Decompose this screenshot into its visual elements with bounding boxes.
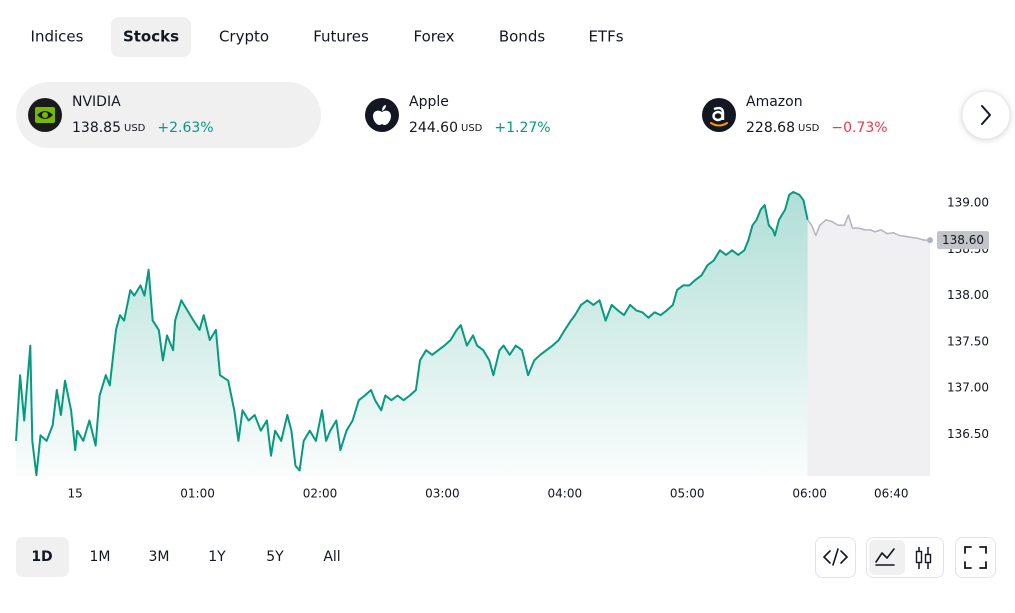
amazon-logo-smile xyxy=(710,122,728,127)
x-tick-label: 02:00 xyxy=(303,487,338,501)
ticker-card[interactable]: Amazon 228.68 USD −0.73% xyxy=(702,94,888,136)
range-selected-bg xyxy=(16,537,69,577)
candle-style-button[interactable] xyxy=(915,547,932,569)
range-button[interactable]: 1Y xyxy=(208,549,226,565)
tab[interactable]: ETFs xyxy=(588,28,623,46)
tab[interactable]: Forex xyxy=(414,28,455,46)
ticker-currency: USD xyxy=(124,123,146,134)
tab-label: Bonds xyxy=(499,28,545,46)
y-tick-label: 137.50 xyxy=(947,334,989,348)
ticker-price: 138.85 xyxy=(72,120,121,136)
area-fill xyxy=(16,192,808,476)
amazon-logo-stem xyxy=(713,106,725,120)
ticker-change: +1.27% xyxy=(494,120,550,136)
tab[interactable]: Stocks xyxy=(111,17,191,57)
ticker-change: −0.73% xyxy=(831,120,887,136)
ticker-card[interactable]: Apple 244.60 USD +1.27% xyxy=(365,94,551,136)
tab-selected-bg xyxy=(111,17,191,57)
x-tick-label: 03:00 xyxy=(425,487,460,501)
ticker-card-bg xyxy=(16,82,321,148)
next-button[interactable] xyxy=(961,90,1011,140)
tab[interactable]: Crypto xyxy=(219,28,269,46)
ticker-name: NVIDIA xyxy=(72,94,121,110)
y-tick-label: 137.00 xyxy=(947,381,989,395)
tab-label: ETFs xyxy=(588,28,623,46)
ticker-quote: 228.68 USD −0.73% xyxy=(746,120,888,136)
range-label: 5Y xyxy=(266,549,284,565)
y-tick-label: 136.50 xyxy=(947,427,989,441)
apple-logo-leaf xyxy=(382,105,386,111)
ticker-quote: 244.60 USD +1.27% xyxy=(409,120,551,136)
tab[interactable]: Futures xyxy=(313,28,369,46)
ticker-currency: USD xyxy=(461,123,483,134)
tab[interactable]: Bonds xyxy=(499,28,545,46)
range-label: All xyxy=(323,549,340,565)
ticker-card[interactable]: NVIDIA 138.85 USD +2.63% xyxy=(16,82,321,148)
range-button[interactable]: 1M xyxy=(90,549,111,565)
ticker-price: 244.60 xyxy=(409,120,458,136)
range-button[interactable]: 1D xyxy=(16,537,69,577)
x-tick-label: 06:00 xyxy=(792,487,827,501)
y-tick-label: 138.00 xyxy=(947,288,989,302)
range-button[interactable]: 5Y xyxy=(266,549,284,565)
x-tick-label: 01:00 xyxy=(180,487,215,501)
x-tick-label: 04:00 xyxy=(548,487,583,501)
amazon-logo xyxy=(702,98,736,132)
market-closed-icon xyxy=(813,97,818,107)
range-button[interactable]: All xyxy=(323,549,340,565)
tab-label: Futures xyxy=(313,28,369,46)
tab-label: Indices xyxy=(31,28,84,46)
price-line xyxy=(806,214,930,241)
price-line xyxy=(15,191,809,477)
market-closed-icon xyxy=(459,97,464,107)
last-price-dot xyxy=(927,237,933,244)
range-label: 1D xyxy=(31,549,52,565)
nvidia-logo-pupil xyxy=(42,112,48,118)
ticker-quote: 138.85 USD +2.63% xyxy=(72,120,214,136)
line-style-button[interactable] xyxy=(869,540,905,575)
x-tick-label: 15 xyxy=(68,487,83,501)
price-chart xyxy=(15,191,930,477)
range-label: 1Y xyxy=(208,549,226,565)
x-tick-label: 05:00 xyxy=(670,487,705,501)
tab[interactable]: Indices xyxy=(31,28,84,46)
range-label: 3M xyxy=(149,549,170,565)
embed-button[interactable] xyxy=(815,537,856,578)
range-button[interactable]: 3M xyxy=(149,549,170,565)
fullscreen-button[interactable] xyxy=(955,537,996,578)
price-tag-bg xyxy=(937,231,989,250)
tab-label: Stocks xyxy=(123,28,179,46)
tab-label: Forex xyxy=(414,28,455,46)
ticker-currency: USD xyxy=(798,123,820,134)
ticker-change: +2.63% xyxy=(157,120,213,136)
range-label: 1M xyxy=(90,549,111,565)
tab-label: Crypto xyxy=(219,28,269,46)
ticker-name: Apple xyxy=(409,94,449,110)
x-tick-label: 06:40 xyxy=(874,487,909,501)
y-tick-label: 139.00 xyxy=(947,196,989,210)
ticker-name: Amazon xyxy=(746,94,803,110)
price-tag-label: 138.60 xyxy=(942,233,984,247)
ticker-price: 228.68 xyxy=(746,120,795,136)
area-fill xyxy=(807,215,930,476)
apple-logo-mark xyxy=(373,110,391,125)
